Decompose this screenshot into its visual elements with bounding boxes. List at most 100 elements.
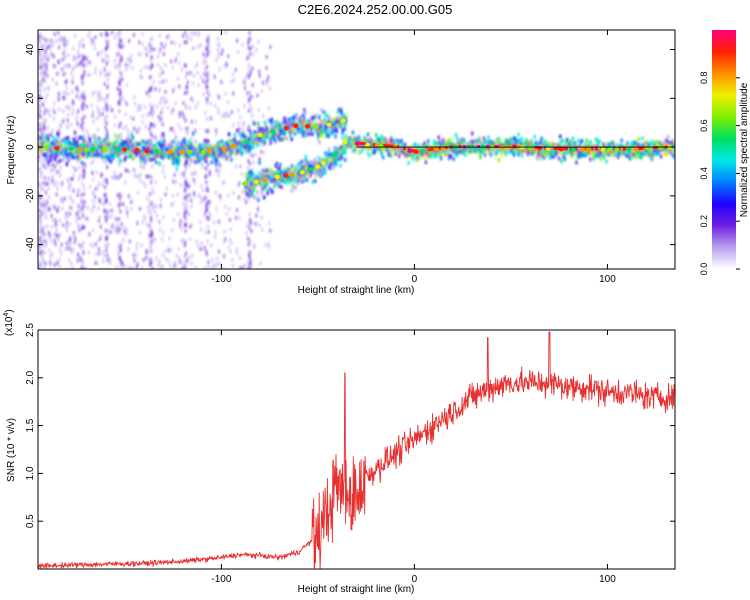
noise-cell bbox=[268, 86, 271, 91]
ridge-cell bbox=[380, 151, 384, 156]
noise-cell bbox=[38, 229, 41, 234]
ridge-cell bbox=[66, 136, 70, 141]
ridge-cell bbox=[423, 141, 426, 146]
noise-cell bbox=[51, 218, 54, 223]
noise-cell bbox=[103, 158, 106, 163]
ridge-cell bbox=[303, 168, 306, 173]
ridge-cell bbox=[224, 152, 227, 157]
ridge-cell bbox=[291, 120, 294, 125]
ridge-cell bbox=[322, 171, 325, 176]
noise-cell bbox=[143, 214, 146, 219]
ridge-cell bbox=[483, 139, 487, 144]
ridge-cell bbox=[42, 143, 45, 148]
ridge-cell bbox=[158, 153, 161, 158]
ridge-cell bbox=[375, 133, 378, 138]
ridge-cell bbox=[274, 131, 277, 136]
ridge-cell bbox=[319, 132, 322, 137]
ridge-cell bbox=[130, 154, 133, 159]
noise-cell bbox=[59, 247, 62, 252]
noise-cell bbox=[81, 93, 84, 98]
ridge-cell bbox=[337, 107, 341, 112]
noise-cell bbox=[111, 108, 114, 113]
noise-cell bbox=[186, 71, 189, 76]
noise-cell bbox=[248, 255, 251, 260]
noise-cell bbox=[247, 186, 250, 191]
ridge-cell bbox=[198, 151, 202, 156]
noise-cell bbox=[145, 91, 148, 96]
noise-cell bbox=[105, 197, 108, 202]
ridge-cell bbox=[210, 145, 213, 150]
ridge-cell bbox=[95, 151, 99, 156]
ridge-cell bbox=[531, 143, 534, 148]
ridge-cell bbox=[65, 162, 68, 167]
ridge-cell bbox=[341, 130, 344, 135]
ridge-cell bbox=[49, 143, 52, 148]
ridge-cell bbox=[388, 139, 392, 144]
noise-cell bbox=[150, 59, 153, 64]
noise-cell bbox=[151, 113, 154, 118]
noise-cell bbox=[186, 90, 189, 95]
ridge-cell bbox=[300, 123, 304, 128]
noise-cell bbox=[67, 214, 70, 219]
noise-cell bbox=[89, 184, 92, 189]
noise-cell bbox=[192, 81, 195, 86]
ridge-cell bbox=[299, 115, 302, 120]
ridge-cell bbox=[405, 154, 408, 159]
ridge-cell bbox=[181, 138, 184, 143]
noise-cell bbox=[106, 214, 109, 219]
ridge-cell bbox=[188, 155, 191, 160]
ridge-cell bbox=[215, 162, 218, 167]
noise-cell bbox=[184, 240, 187, 245]
ridge-cell bbox=[479, 154, 482, 159]
noise-cell bbox=[192, 73, 195, 78]
noise-cell bbox=[268, 221, 271, 226]
ridge-cell bbox=[270, 168, 273, 173]
noise-cell bbox=[196, 44, 199, 49]
ridge-cell bbox=[44, 152, 48, 157]
noise-cell bbox=[81, 213, 84, 218]
ridge-cell bbox=[409, 152, 412, 157]
ridge-cell bbox=[298, 167, 302, 172]
ridge-cell bbox=[41, 138, 44, 143]
ridge-cell bbox=[375, 146, 378, 151]
ridge-cell bbox=[336, 119, 340, 124]
noise-cell bbox=[78, 40, 81, 45]
ridge-cell bbox=[114, 144, 117, 149]
ridge-cell bbox=[381, 141, 385, 146]
ridge-cell bbox=[244, 185, 247, 190]
noise-cell bbox=[38, 40, 41, 45]
ridge-cell bbox=[480, 149, 483, 154]
noise-cell bbox=[152, 103, 155, 108]
noise-cell bbox=[171, 227, 174, 232]
noise-cell bbox=[93, 41, 96, 46]
noise-cell bbox=[189, 106, 192, 111]
noise-cell bbox=[184, 194, 187, 199]
ridge-cell bbox=[277, 127, 280, 132]
ridge-cell bbox=[416, 147, 419, 152]
noise-cell bbox=[150, 248, 153, 253]
noise-cell bbox=[191, 171, 194, 176]
noise-cell bbox=[246, 198, 249, 203]
noise-cell bbox=[49, 232, 52, 237]
ridge-cell bbox=[494, 151, 497, 156]
ridge-cell bbox=[398, 148, 401, 153]
ridge-cell bbox=[542, 155, 546, 160]
ridge-cell bbox=[88, 146, 92, 151]
noise-cell bbox=[193, 193, 196, 198]
ridge-cell bbox=[198, 156, 202, 161]
noise-cell bbox=[82, 43, 85, 48]
ridge-cell bbox=[390, 149, 393, 154]
noise-cell bbox=[85, 56, 88, 61]
noise-cell bbox=[243, 80, 246, 85]
noise-cell bbox=[206, 208, 209, 213]
ridge-cell bbox=[375, 139, 378, 144]
ridge-cell bbox=[318, 170, 321, 175]
noise-cell bbox=[210, 243, 213, 248]
noise-cell bbox=[153, 86, 156, 91]
ridge-cell bbox=[293, 168, 296, 173]
ridge-cell bbox=[131, 135, 135, 140]
noise-cell bbox=[146, 196, 149, 201]
ridge-cell bbox=[449, 148, 452, 153]
noise-cell bbox=[169, 127, 172, 132]
noise-cell bbox=[131, 130, 134, 135]
